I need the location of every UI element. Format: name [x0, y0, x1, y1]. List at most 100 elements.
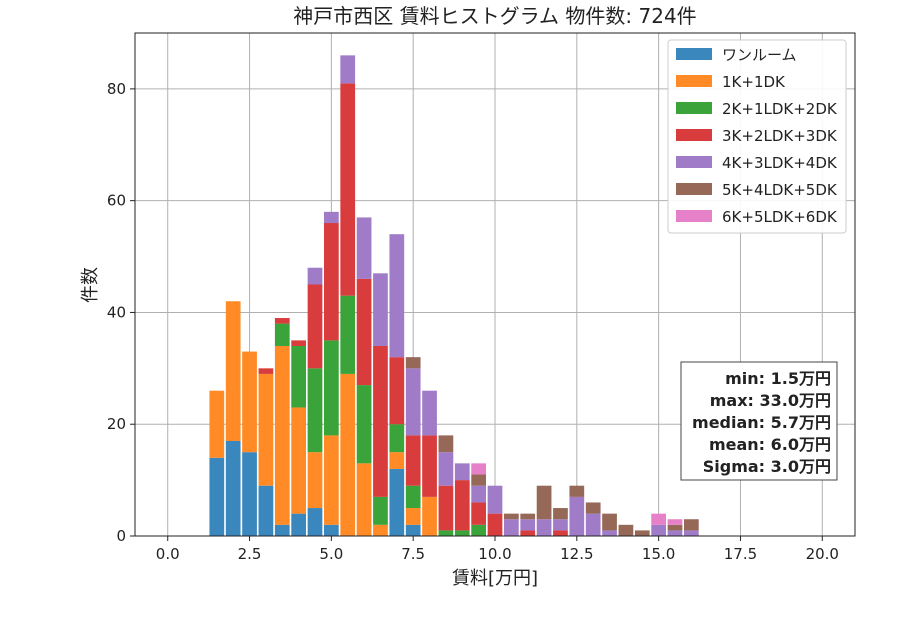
bar-segment — [651, 524, 666, 536]
legend-swatch — [676, 183, 712, 195]
bar-segment — [291, 407, 306, 514]
bar-segment — [569, 485, 585, 497]
bar-segment — [307, 508, 323, 536]
bar-segment — [291, 340, 306, 346]
bar-segment — [422, 390, 437, 436]
bar-segment — [667, 519, 683, 525]
x-tick-label: 15.0 — [642, 545, 675, 563]
bar-segment — [504, 513, 519, 520]
legend-swatch — [676, 156, 712, 168]
bar-segment — [405, 368, 421, 436]
bar-segment — [405, 524, 421, 536]
bar-segment — [324, 211, 339, 224]
x-tick-label: 5.0 — [319, 545, 343, 563]
bar-segment — [667, 524, 683, 531]
legend-swatch — [676, 75, 712, 87]
x-axis-label: 賃料[万円] — [452, 568, 538, 589]
bar-segment — [356, 217, 372, 279]
stats-box: min: 1.5万円 max: 33.0万円 median: 5.7万円 mea… — [680, 361, 838, 481]
bar-segment — [422, 496, 437, 536]
bar-segment — [242, 452, 257, 536]
legend-swatch — [676, 48, 712, 60]
legend-label: ワンルーム — [722, 46, 797, 64]
x-tick-label: 2.5 — [238, 545, 262, 563]
bar-segment — [258, 368, 274, 374]
bar-segment — [209, 390, 225, 458]
bar-segment — [356, 463, 372, 536]
bar-segment — [585, 513, 601, 536]
bar-segment — [684, 519, 699, 531]
stats-sigma: Sigma: 3.0万円 — [703, 457, 831, 476]
chart-title: 神戸市西区 賃料ヒストグラム 物件数: 724件 — [293, 4, 696, 28]
bar-segment — [274, 345, 290, 525]
legend-swatch — [676, 210, 712, 222]
bar-segment — [307, 368, 323, 453]
bar-segment — [585, 502, 601, 514]
x-tick-label: 12.5 — [560, 545, 593, 563]
x-tick-label: 10.0 — [478, 545, 511, 563]
bar-segment — [340, 295, 356, 374]
y-axis-ticks: 0 20 40 60 80 — [107, 80, 135, 545]
legend-label: 2K+1LDK+2DK — [722, 100, 838, 118]
x-axis-ticks: 0.0 2.5 5.0 7.5 10.0 12.5 15.0 17.5 20.0 — [156, 536, 839, 563]
bar-segment — [307, 452, 323, 509]
bar-segment — [242, 351, 257, 453]
legend-swatch — [676, 129, 712, 141]
bar-segment — [373, 345, 388, 497]
bar-segment — [569, 496, 585, 536]
bar-segment — [520, 530, 536, 536]
bar-segment — [274, 318, 290, 324]
bar-segment — [340, 55, 356, 84]
bar-segment — [324, 435, 339, 525]
bar-segment — [667, 530, 683, 536]
bar-segment — [373, 496, 388, 525]
bar-segment — [454, 530, 470, 536]
bar-segment — [553, 530, 568, 536]
y-tick-label: 20 — [107, 415, 126, 433]
bar-segment — [454, 480, 470, 531]
bar-segment — [536, 485, 552, 520]
bar-segment — [553, 519, 568, 531]
y-tick-label: 60 — [107, 192, 126, 210]
bar-segment — [520, 519, 536, 531]
bar-segment — [258, 373, 274, 486]
x-tick-label: 20.0 — [806, 545, 839, 563]
bar-segment — [324, 223, 339, 341]
legend-label: 5K+4LDK+5DK — [722, 181, 838, 199]
bar-segment — [651, 513, 666, 525]
bar-segment — [291, 345, 306, 408]
bar-segment — [324, 340, 339, 436]
bar-segment — [471, 502, 486, 525]
bar-segment — [274, 524, 290, 536]
bar-segment — [405, 485, 421, 509]
bar-segment — [602, 530, 617, 536]
legend-swatch — [676, 102, 712, 114]
legend-label: 1K+1DK — [722, 73, 786, 91]
bar-segment — [471, 474, 486, 486]
y-axis-label: 件数 — [80, 267, 101, 303]
bar-segment — [225, 301, 241, 441]
stats-min: min: 1.5万円 — [725, 369, 831, 388]
stats-median: median: 5.7万円 — [692, 413, 831, 432]
bar-segment — [536, 519, 552, 536]
stats-mean: mean: 6.0万円 — [709, 435, 831, 454]
bar-segment — [291, 513, 306, 536]
legend-label: 3K+2LDK+3DK — [722, 127, 838, 145]
bar-segment — [471, 463, 486, 475]
bar-segment — [405, 357, 421, 369]
legend-label: 4K+3LDK+4DK — [722, 154, 838, 172]
stats-max: max: 33.0万円 — [710, 391, 831, 410]
bar-segment — [438, 435, 454, 453]
bar-segment — [471, 524, 486, 536]
bar-segment — [487, 485, 503, 514]
bar-segment — [389, 452, 405, 469]
bar-segment — [225, 440, 241, 536]
legend-label: 6K+5LDK+6DK — [722, 208, 838, 226]
bar-segment — [487, 513, 503, 536]
bar-segment — [373, 524, 388, 536]
bar-segment — [471, 485, 486, 503]
y-tick-label: 40 — [107, 303, 126, 321]
bar-segment — [356, 385, 372, 464]
bar-segment — [634, 530, 650, 536]
